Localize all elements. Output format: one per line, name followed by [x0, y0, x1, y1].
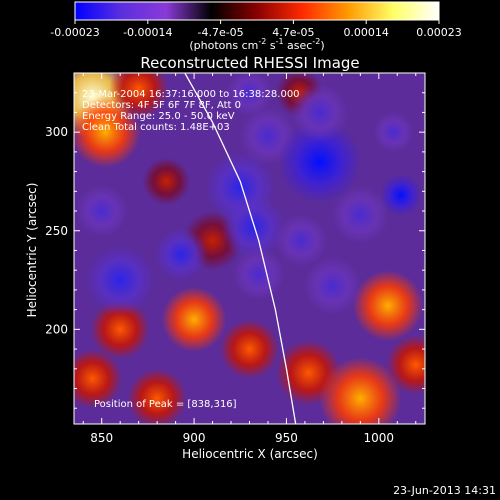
x-tick-label: 900: [183, 431, 206, 445]
annotations: 23-Mar-2004 16:37:16.000 to 16:38:28.000…: [82, 89, 300, 410]
y-axis-label: Heliocentric Y (arcsec): [25, 183, 39, 318]
colorbar-tick-label: 0.00014: [343, 26, 389, 39]
x-axis-label: Heliocentric X (arcsec): [182, 447, 318, 461]
negative-emission-blob: [330, 185, 390, 245]
negative-emission-blob: [75, 184, 129, 238]
positive-emission-blob: [386, 335, 425, 395]
negative-emission-blob: [274, 214, 328, 268]
positive-emission-blob: [127, 368, 187, 424]
colorbar: -0.00023 -0.00014 -4.7e-05 4.7e-05 0.00014 0.…: [50, 1, 462, 52]
colorbar-tick-label: 0.00023: [416, 26, 462, 39]
negative-emission-blob: [220, 194, 286, 260]
colorbar-units: (photons cm-2 s-1 asec-2): [189, 37, 324, 52]
positive-emission-blob: [109, 73, 169, 119]
image-area: [74, 73, 425, 424]
chart-title: Reconstructed RHESSI Image: [140, 54, 359, 72]
emission-blobs: [74, 73, 425, 424]
solar-limb-curve: [184, 73, 297, 424]
x-tick-label: 950: [275, 431, 298, 445]
x-tick-label: 850: [90, 431, 113, 445]
colorbar-ticks: -0.00023 -0.00014 -4.7e-05 4.7e-05 0.00014 0.…: [50, 20, 462, 39]
annotation-detectors: Detectors: 4F 5F 6F 7F 8F, Att 0: [82, 100, 241, 111]
y-tick-label: 300: [45, 125, 68, 139]
positive-emission-blob: [318, 356, 402, 424]
annotation-time: 23-Mar-2004 16:37:16.000 to 16:38:28.000: [82, 89, 300, 100]
x-tick-label: 1000: [364, 431, 395, 445]
x-axis-ticks: 850 900 950 1000: [82, 73, 417, 445]
colorbar-tick-label: -4.7e-05: [197, 26, 243, 39]
negative-emission-blob: [380, 174, 422, 216]
footer-date: 23-Jun-2013 14:31: [393, 484, 496, 497]
positive-emission-blob: [352, 270, 424, 342]
negative-emission-blob: [225, 73, 274, 117]
positive-emission-blob: [161, 286, 227, 353]
negative-emission-blob: [278, 120, 362, 204]
y-tick-label: 250: [45, 224, 68, 238]
positive-emission-blob: [90, 299, 150, 359]
negative-emission-blob: [84, 244, 156, 316]
annotation-clean: Clean Total counts: 1.48E+03: [82, 122, 230, 133]
annotation-peak: Position of Peak = [838,316]: [94, 399, 237, 410]
positive-emission-blob: [142, 157, 191, 206]
y-tick-label: 200: [45, 322, 68, 336]
negative-emission-blob: [372, 111, 415, 153]
colorbar-tick-label: -0.00014: [123, 26, 172, 39]
colorbar-tick-label: 4.7e-05: [272, 26, 314, 39]
negative-emission-blob: [232, 247, 286, 301]
annotation-energy: Energy Range: 25.0 - 50.0 keV: [82, 111, 235, 122]
colorbar-gradient: [74, 1, 440, 21]
colorbar-tick-label: -0.00023: [50, 26, 99, 39]
y-axis-ticks: 200 250 300: [45, 72, 425, 409]
negative-emission-blob: [290, 82, 350, 142]
positive-emission-blob: [219, 319, 280, 379]
negative-emission-blob: [154, 227, 208, 282]
positive-emission-blob: [74, 349, 123, 409]
negative-emission-blob: [303, 256, 363, 316]
